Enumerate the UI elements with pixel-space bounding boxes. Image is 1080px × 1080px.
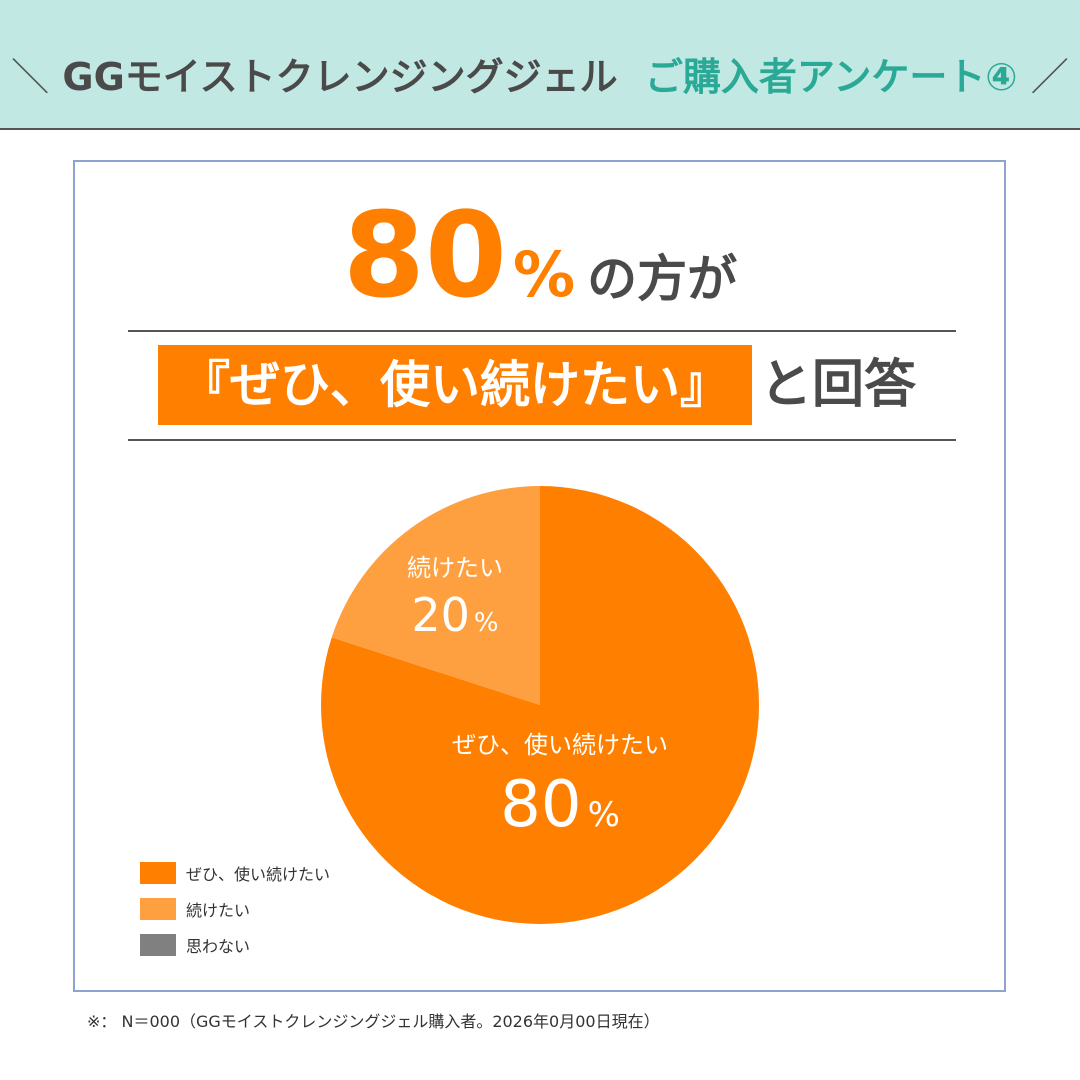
headline-unit: % bbox=[513, 238, 576, 311]
legend-swatch-orange bbox=[140, 862, 176, 884]
headline-rest: の方が bbox=[587, 250, 738, 308]
legend-label: ぜひ、使い続けたい bbox=[186, 865, 331, 884]
chart-legend: ぜひ、使い続けたい 続けたい 思わない bbox=[140, 855, 330, 963]
legend-swatch-light-orange bbox=[140, 898, 176, 920]
divider-top bbox=[128, 330, 956, 332]
headline-number: 80 bbox=[342, 186, 508, 324]
footnote: ※： N＝000（GGモイストクレンジングジェル購入者。2026年0月00日現在… bbox=[87, 1012, 660, 1031]
slice-label-1: ぜひ、使い続けたい 80% bbox=[420, 733, 700, 837]
legend-label: 思わない bbox=[186, 937, 251, 956]
header-slash-right: ／ bbox=[1030, 55, 1069, 99]
slice-label-2-name: 続けたい bbox=[407, 554, 503, 582]
divider-bottom bbox=[128, 439, 956, 441]
slice-label-1-value: 80 bbox=[500, 768, 582, 842]
headline: 80% の方が bbox=[0, 196, 1080, 314]
legend-swatch-gray bbox=[140, 934, 176, 956]
slice-label-2-value: 20 bbox=[411, 588, 470, 642]
slice-label-1-unit: % bbox=[587, 795, 620, 835]
slice-label-1-name: ぜひ、使い続けたい bbox=[452, 731, 668, 759]
product-name: GGモイストクレンジングジェル bbox=[62, 55, 618, 99]
header-band: ＼ GGモイストクレンジングジェル ご購入者アンケート④ ／ bbox=[0, 0, 1080, 130]
answer-banner: 『ぜひ、使い続けたい』 bbox=[158, 345, 752, 425]
answer-suffix: と回答 bbox=[760, 355, 917, 415]
legend-item: 続けたい bbox=[140, 891, 330, 927]
slice-label-2: 続けたい 20% bbox=[380, 556, 530, 638]
header-slash-left: ＼ bbox=[11, 55, 50, 99]
legend-label: 続けたい bbox=[186, 901, 251, 920]
survey-subtitle: ご購入者アンケート④ bbox=[644, 55, 1018, 99]
slice-label-2-unit: % bbox=[473, 608, 499, 638]
legend-item: ぜひ、使い続けたい bbox=[140, 855, 330, 891]
legend-item: 思わない bbox=[140, 927, 330, 963]
header-title: ＼ GGモイストクレンジングジェル ご購入者アンケート④ ／ bbox=[0, 58, 1080, 96]
pie-slice-2 bbox=[331, 486, 540, 705]
